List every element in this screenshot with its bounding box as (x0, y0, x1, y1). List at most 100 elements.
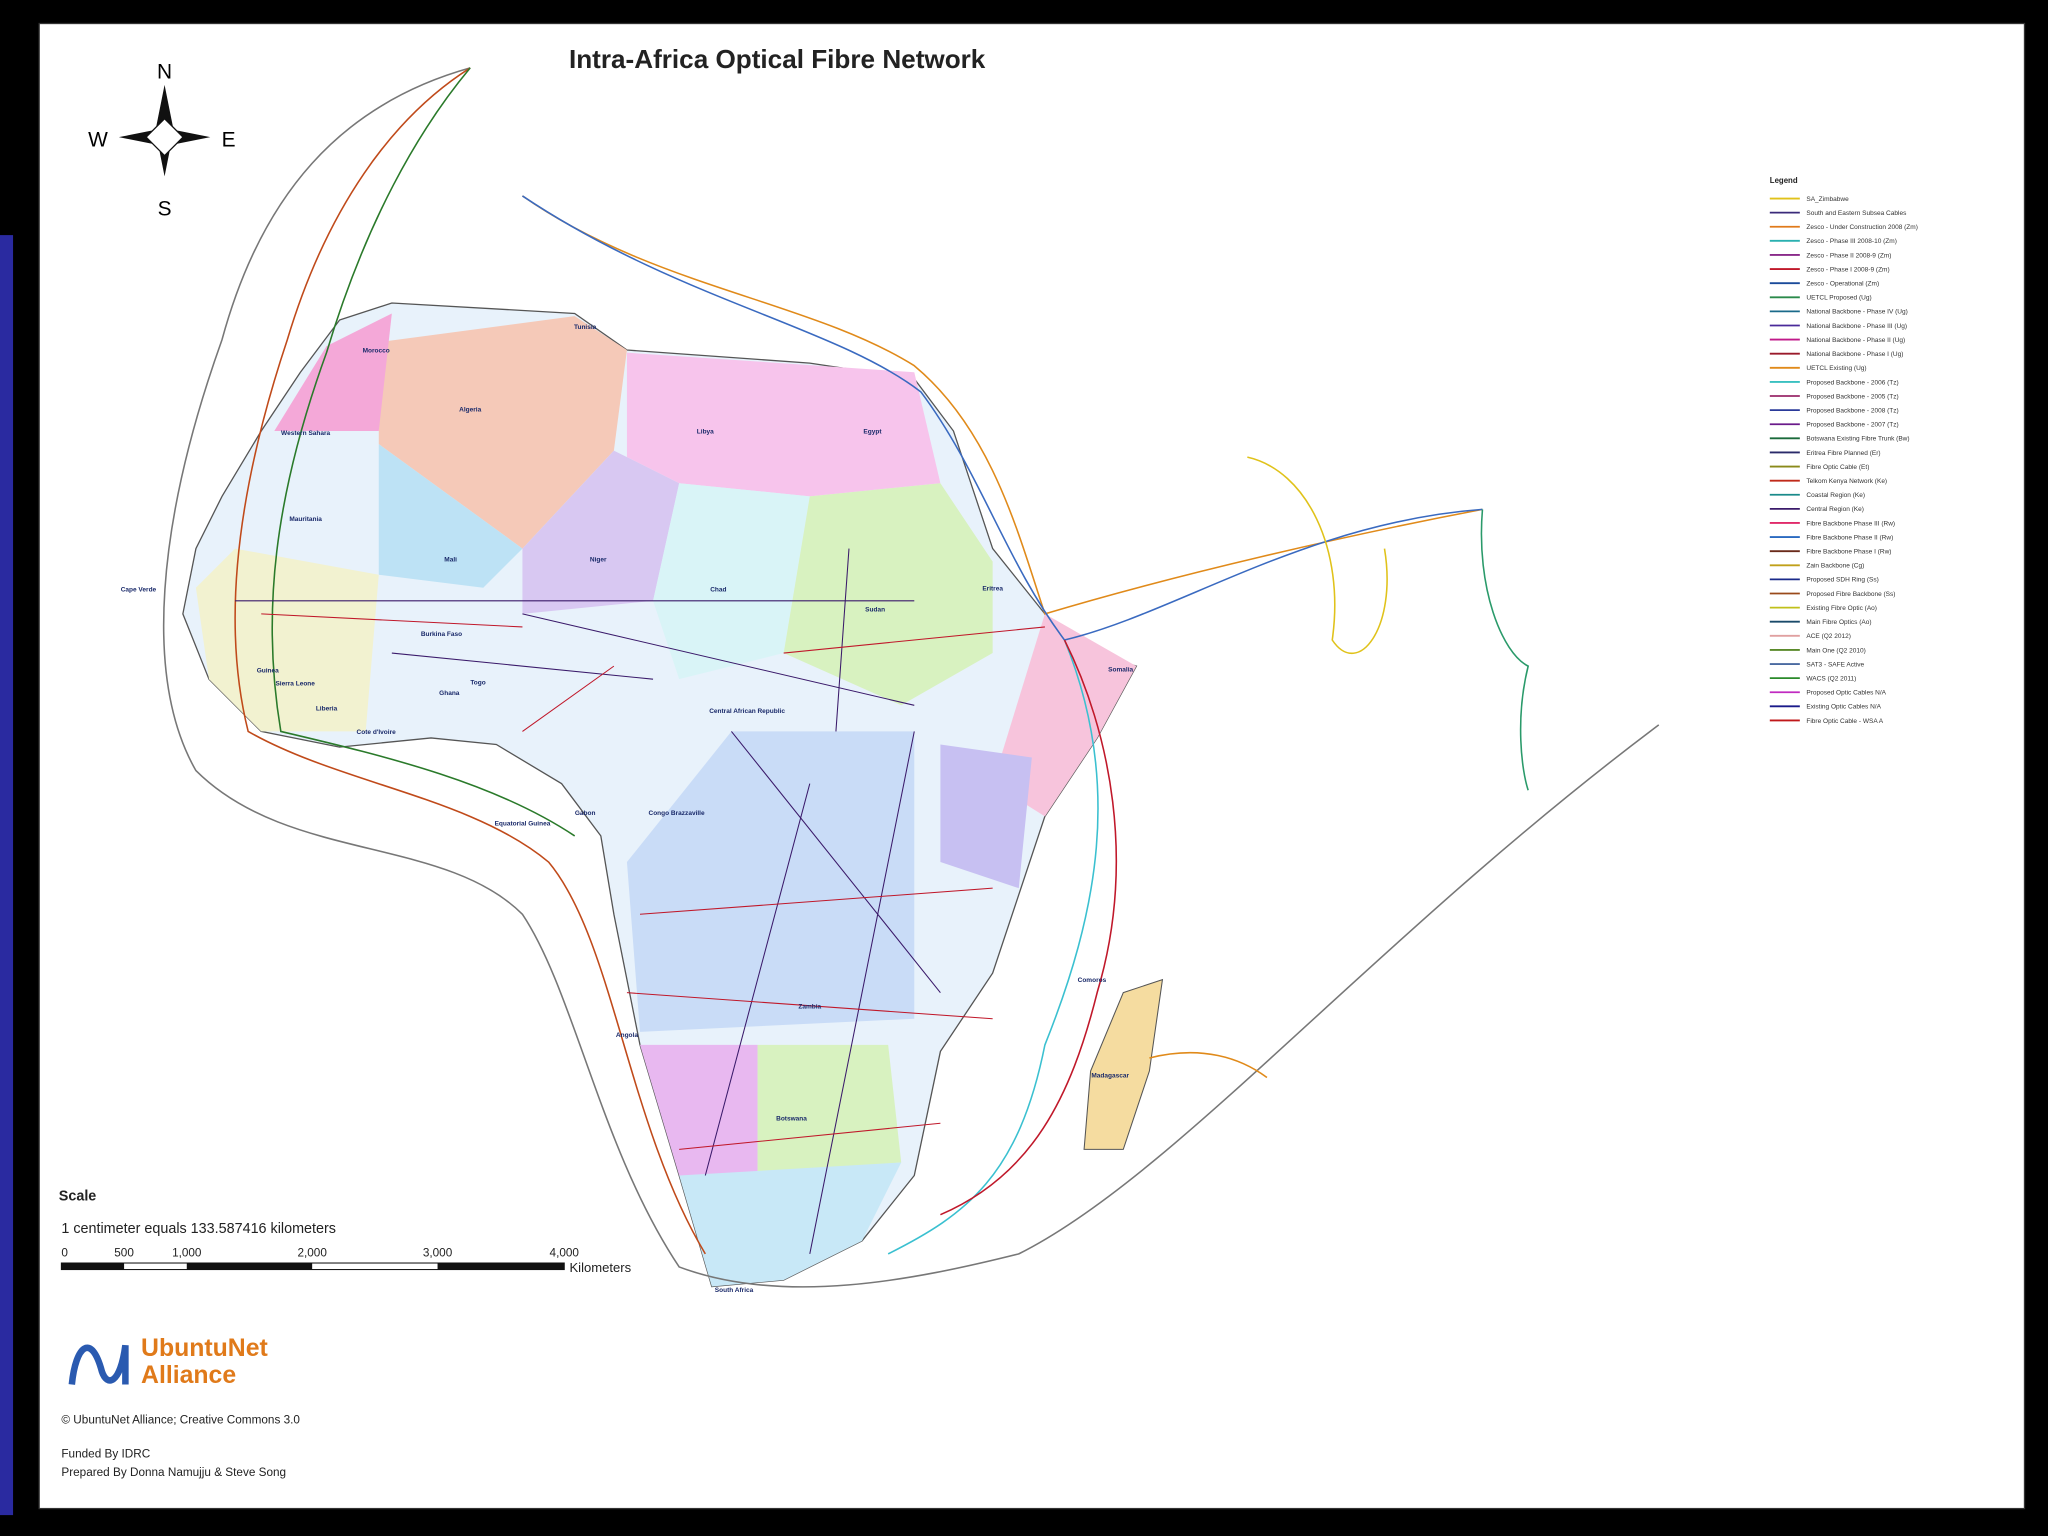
legend-label: National Backbone - Phase I (Ug) (1806, 351, 1903, 358)
scale-bar: Scale 1 centimeter equals 133.587416 kil… (59, 1188, 632, 1275)
legend-label: Fibre Backbone Phase III (Rw) (1806, 520, 1895, 527)
country-label: Ghana (439, 690, 460, 697)
legend-label: Zesco - Operational (Zm) (1806, 281, 1879, 288)
credit-text: Prepared By Donna Namujju & Steve Song (61, 1466, 286, 1479)
legend-label: Proposed Optic Cables N/A (1806, 690, 1886, 697)
legend-label: National Backbone - Phase IV (Ug) (1806, 309, 1907, 316)
legend-label: WACS (Q2 2011) (1806, 675, 1856, 682)
region-fill (626, 731, 915, 1032)
legend-label: National Backbone - Phase II (Ug) (1806, 337, 1905, 344)
scale-tick-label: 1,000 (172, 1246, 202, 1259)
logo-text: UbuntuNet (141, 1335, 268, 1362)
subsea-cable (887, 639, 1099, 1255)
legend-label: Fibre Optic Cable (Et) (1806, 464, 1869, 471)
country-label: Central African Republic (709, 708, 785, 715)
region-fill (783, 483, 993, 706)
country-label: Sudan (865, 606, 885, 613)
country-label: Cote d'Ivoire (357, 729, 397, 736)
scale-bar-segment (186, 1263, 313, 1270)
scale-tick-label: 500 (114, 1246, 134, 1259)
country-label: Zambia (798, 1003, 821, 1010)
legend-label: Existing Optic Cables N/A (1806, 704, 1881, 711)
country-label: Somalia (1108, 666, 1133, 673)
subsea-cable (271, 67, 576, 837)
legend-label: Zesco - Phase I 2008-9 (Zm) (1806, 266, 1889, 273)
region-fill (757, 1044, 902, 1176)
legend-label: National Backbone - Phase III (Ug) (1806, 323, 1907, 330)
compass-s: S (158, 198, 172, 221)
country-label: South Africa (715, 1287, 754, 1294)
scale-tick-label: 3,000 (423, 1246, 453, 1259)
subsea-cable (522, 195, 1483, 641)
country-labels: Morocco Algeria Tunisia Libya Egypt West… (121, 324, 1134, 1294)
compass-w: W (88, 128, 108, 151)
country-label: Botswana (776, 1116, 807, 1123)
subsea-cable (1480, 509, 1530, 791)
scale-bar-segment (437, 1263, 565, 1270)
side-strip (0, 235, 14, 1516)
logo-mark (68, 1344, 129, 1385)
country-label: Libya (697, 429, 714, 436)
country-label: Gabon (575, 810, 596, 817)
compass-n: N (157, 60, 172, 83)
scale-tick-label: 0 (61, 1246, 68, 1259)
country-label: Niger (590, 557, 607, 564)
country-label: Togo (470, 679, 485, 686)
country-label: Egypt (863, 429, 882, 436)
legend-label: Zain Backbone (Cg) (1806, 563, 1864, 570)
country-label: Mauritania (289, 516, 322, 523)
country-label: Tunisia (574, 324, 597, 331)
legend-label: Zesco - Under Construction 2008 (Zm) (1806, 224, 1918, 231)
scale-tick-label: 2,000 (297, 1246, 327, 1259)
region-fill (378, 316, 627, 549)
subsea-cable (1149, 1051, 1268, 1079)
subsea-cable (234, 67, 706, 1255)
legend-label: Fibre Backbone Phase I (Rw) (1806, 549, 1891, 556)
country-label: Mali (444, 557, 457, 564)
country-label: Cape Verde (121, 587, 157, 594)
legend-label: Proposed Backbone - 2007 (Tz) (1806, 422, 1898, 429)
land-route (261, 613, 1045, 1150)
legend-label: Botswana Existing Fibre Trunk (Bw) (1806, 436, 1909, 443)
region-fill (653, 483, 810, 680)
region-fill (378, 444, 523, 588)
country-label: Algeria (459, 406, 481, 413)
scale-tick-label: 4,000 (550, 1246, 580, 1259)
legend-label: UETCL Existing (Ug) (1806, 365, 1866, 372)
legend-label: Central Region (Ke) (1806, 506, 1864, 513)
credit-text: Funded By IDRC (61, 1448, 150, 1461)
scale-ratio: 1 centimeter equals 133.587416 kilometer… (61, 1221, 336, 1237)
subsea-cable (1247, 456, 1388, 655)
scale-bar-segment (61, 1263, 125, 1270)
country-label: Sierra Leone (275, 681, 315, 688)
land-route (235, 548, 941, 1254)
legend-title: Legend (1770, 176, 1798, 185)
country-label: Madagascar (1091, 1073, 1129, 1080)
legend-label: Existing Fibre Optic (Ao) (1806, 605, 1877, 612)
scale-unit: Kilometers (569, 1260, 631, 1275)
legend-label: Zesco - Phase II 2008-9 (Zm) (1806, 252, 1891, 259)
country-label: Congo Brazzaville (649, 810, 705, 817)
region-fill (626, 352, 941, 497)
country-label: Eritrea (982, 585, 1003, 592)
legend-label: Main One (Q2 2010) (1806, 647, 1865, 654)
region-fill (940, 744, 1032, 889)
logo: UbuntuNet Alliance (68, 1335, 268, 1389)
region-fill (679, 1162, 902, 1287)
legend-label: Eritrea Fibre Planned (Er) (1806, 450, 1880, 457)
legend-label: South and Eastern Subsea Cables (1806, 210, 1907, 217)
legend-label: ACE (Q2 2012) (1806, 633, 1851, 640)
country-label: Morocco (363, 348, 390, 355)
fibre-routes (162, 67, 1660, 1288)
legend-label: Coastal Region (Ke) (1806, 492, 1865, 499)
region-fill (640, 1044, 758, 1176)
legend-label: Proposed Backbone - 2006 (Tz) (1806, 379, 1898, 386)
legend-label: Proposed Backbone - 2008 (Tz) (1806, 407, 1898, 414)
region-fill (195, 548, 379, 732)
legend-label: Main Fibre Optics (Ao) (1806, 619, 1871, 626)
legend-label: Fibre Optic Cable - WSA A (1806, 718, 1883, 725)
country-label: Liberia (316, 706, 338, 713)
region-fill (274, 313, 392, 432)
